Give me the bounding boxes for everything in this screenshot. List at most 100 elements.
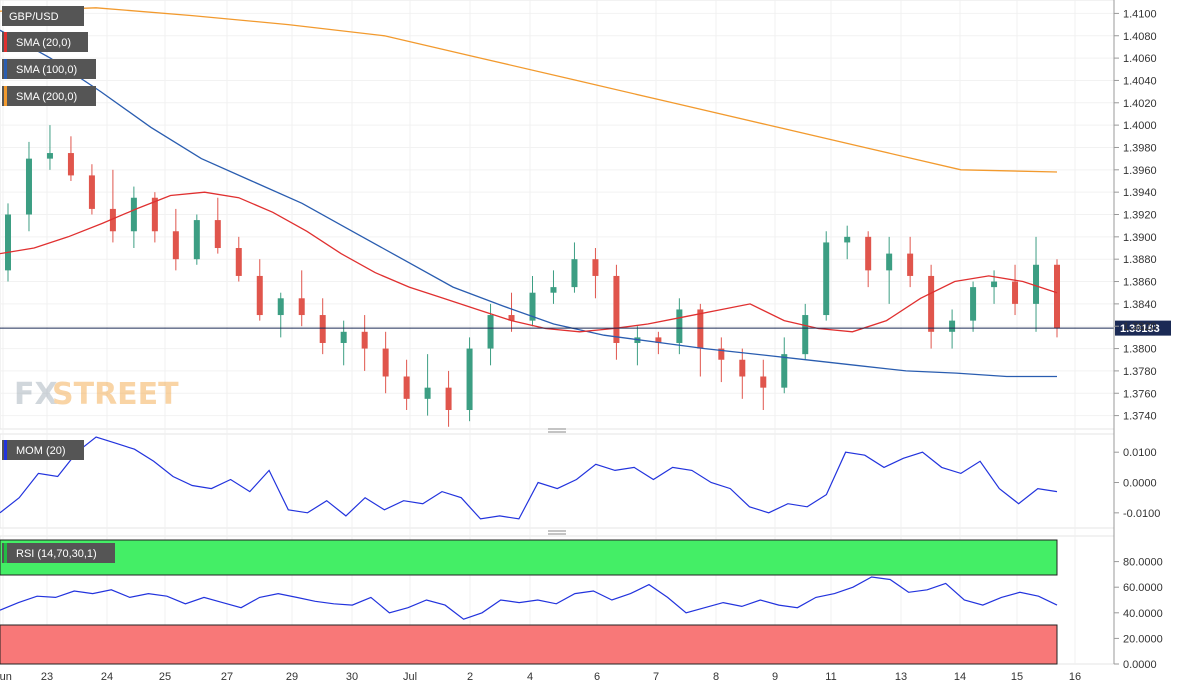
sma100-legend[interactable]: SMA (100,0): [2, 59, 96, 79]
candle-body: [697, 309, 704, 349]
candle-body: [382, 348, 389, 377]
candle-body: [676, 309, 683, 343]
sma200-legend[interactable]: SMA (200,0): [2, 86, 96, 106]
candle: [109, 169, 116, 243]
mom-legend[interactable]: MOM (20): [2, 440, 84, 460]
rsi-line: [0, 576, 1058, 620]
x-tick-label: 25: [159, 671, 171, 683]
candle-body: [67, 153, 74, 176]
price-tick-label: 1.4080: [1123, 31, 1157, 43]
candle: [88, 164, 95, 215]
candle: [970, 281, 977, 332]
rsi-label: RSI (14,70,30,1): [16, 548, 97, 560]
mom-tick-label: 0.0100: [1123, 447, 1157, 459]
candle: [151, 192, 158, 243]
candle-body: [844, 236, 851, 243]
sma20-label: SMA (20,0): [16, 37, 71, 49]
candle-body: [277, 298, 284, 316]
candle-body: [25, 158, 32, 215]
price-tick-label: 1.3860: [1123, 277, 1157, 289]
candle-body: [655, 337, 662, 343]
candle-body: [172, 231, 179, 260]
price-tick-label: 1.3740: [1123, 411, 1157, 423]
x-tick-label: 2: [467, 671, 473, 683]
rsi-legend[interactable]: RSI (14,70,30,1): [2, 543, 115, 563]
rsi-oversold-zone: [0, 624, 1058, 665]
candle-body: [340, 331, 347, 343]
rsi-axis: 80.0000 60.0000 40.0000 20.0000 0.0000: [1114, 557, 1163, 671]
rsi-tick-label: 80.0000: [1123, 557, 1163, 569]
candle-body: [46, 153, 53, 159]
current-price-label: 1.38183: [1120, 323, 1160, 335]
candle: [781, 337, 788, 394]
x-tick-label: 14: [954, 671, 966, 683]
candle: [907, 236, 914, 288]
candle-body: [907, 253, 914, 276]
candle-body: [214, 220, 221, 249]
candle: [46, 125, 53, 170]
candle-body: [1012, 281, 1019, 304]
price-tick-label: 1.4060: [1123, 53, 1157, 65]
candle-body: [781, 354, 788, 388]
x-tick-label: 23: [41, 671, 53, 683]
candle-body: [718, 348, 725, 360]
candle-body: [970, 287, 977, 321]
panel-resize-handle[interactable]: [548, 530, 566, 535]
candle: [235, 236, 242, 282]
candle-body: [592, 259, 599, 276]
candle: [214, 197, 221, 254]
price-tick-label: 1.3980: [1123, 142, 1157, 154]
candle-body: [319, 315, 326, 343]
fxstreet-watermark: FX STREET: [14, 377, 179, 412]
candle: [298, 270, 305, 327]
candle: [760, 359, 767, 411]
candle-body: [466, 348, 473, 411]
candle-body: [361, 331, 368, 349]
candle-body: [529, 292, 536, 321]
sma100-line: [0, 29, 1057, 378]
candle: [1033, 236, 1040, 332]
x-tick-label: 16: [1069, 671, 1081, 683]
x-tick-label: 15: [1011, 671, 1023, 683]
x-tick-label: 13: [895, 671, 907, 683]
symbol-label: GBP/USD: [9, 11, 59, 23]
candle-body: [403, 376, 410, 399]
rsi-tick-label: 60.0000: [1123, 582, 1163, 594]
momentum-axis: 0.0100 0.0000 -0.0100: [1114, 447, 1160, 520]
x-tick-label: 30: [346, 671, 358, 683]
candle: [424, 354, 431, 416]
sma200-line: [0, 7, 1058, 173]
price-axis: 1.4100 1.4080 1.4060 1.4040 1.4020 1.4000 1.39…: [1113, 0, 1157, 664]
panel-resize-handle[interactable]: [548, 428, 566, 433]
price-tick-label: 1.4100: [1123, 8, 1157, 20]
rsi-tick-label: 0.0000: [1123, 659, 1157, 671]
momentum-panel[interactable]: [0, 433, 1115, 529]
candle-body: [802, 315, 809, 355]
candle-body: [130, 197, 137, 232]
candle-body: [949, 320, 956, 332]
candle: [592, 248, 599, 299]
candle-body: [865, 236, 872, 271]
candle: [802, 303, 809, 360]
sma20-legend[interactable]: SMA (20,0): [2, 32, 88, 52]
candle: [1012, 264, 1019, 316]
candle: [277, 292, 284, 338]
candle-body: [298, 298, 305, 316]
price-tick-label: 1.3820: [1123, 321, 1157, 333]
rsi-tick-label: 40.0000: [1123, 608, 1163, 620]
price-tick-label: 1.4020: [1123, 98, 1157, 110]
candle: [361, 315, 368, 371]
symbol-legend[interactable]: GBP/USD: [2, 6, 84, 26]
x-tick-label: 11: [825, 671, 836, 683]
candle: [1054, 259, 1060, 338]
candle: [739, 348, 746, 399]
candle: [5, 203, 11, 282]
candle-body: [235, 248, 242, 276]
price-tick-label: 1.3960: [1123, 165, 1157, 177]
candle: [25, 141, 32, 232]
x-tick-label: 6: [594, 671, 600, 683]
candle: [193, 214, 200, 265]
candle-body: [760, 376, 767, 388]
x-tick-label: Jul: [403, 671, 417, 683]
